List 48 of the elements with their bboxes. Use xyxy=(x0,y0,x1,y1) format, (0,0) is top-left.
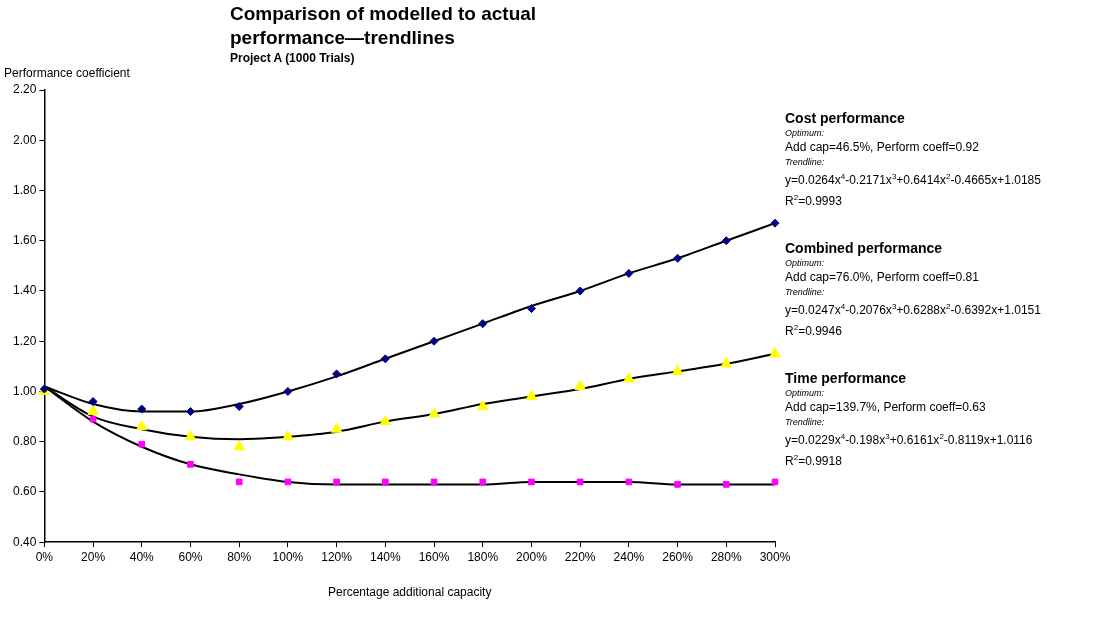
x-tick-label: 140% xyxy=(369,549,401,564)
x-tick-label: 120% xyxy=(321,549,353,564)
x-tick-label: 240% xyxy=(613,549,645,564)
x-axis-title: Percentage additional capacity xyxy=(327,585,492,600)
x-tick-label: 180% xyxy=(467,549,499,564)
text: y=0.0264x$^{4}$-0.2171x$^{3}$+0.6414x$^{2}$-0.4665x+1.0185 xyxy=(785,171,1041,189)
text: y=0.0229x$^{4}$-0.198x$^{3}$+0.6161x$^{2}$-0.8119x+1.0116 xyxy=(785,431,1034,449)
y-tick-label: 1.20 xyxy=(13,333,37,348)
x-tick-label: 20% xyxy=(81,549,106,564)
x-tick-label: 280% xyxy=(710,549,742,564)
text: Time performance xyxy=(785,370,908,387)
text: Optimum: xyxy=(785,387,825,399)
y-tick-label: 1.40 xyxy=(13,283,37,298)
text: y=0.0247x$^{4}$-0.2076x$^{3}$+0.6288x$^{2}$-0.6392x+1.0151 xyxy=(785,301,1041,319)
x-tick-label: 300% xyxy=(759,549,791,564)
text: R$^{2}$=0.9918 xyxy=(785,452,843,470)
text: Add cap=46.5%, Perform coeff=0.92 xyxy=(785,139,980,156)
y-tick-label: 1.80 xyxy=(13,182,37,197)
x-tick-label: 260% xyxy=(662,549,694,564)
y-tick-label: 1.60 xyxy=(13,233,37,248)
x-tick-label: 0% xyxy=(35,549,54,564)
x-tick-label: 40% xyxy=(129,549,155,564)
chart-title: Comparison of modelled to actual performance—trendlines xyxy=(230,2,538,50)
y-tick-label: 2.20 xyxy=(13,82,37,97)
y-tick-label: 0.80 xyxy=(13,434,37,449)
text: Add cap=139.7%, Perform coeff=0.63 xyxy=(785,399,987,416)
y-tick-label: 0.40 xyxy=(13,534,37,549)
x-tick-label: 200% xyxy=(516,549,548,564)
text: Optimum: xyxy=(785,257,825,269)
text: R$^{2}$=0.9946 xyxy=(785,322,843,340)
y-tick-label: 2.00 xyxy=(13,132,37,147)
x-tick-label: 220% xyxy=(564,549,596,564)
x-tick-label: 100% xyxy=(272,549,304,564)
text: Combined performance xyxy=(785,240,944,257)
y-axis-title: Performance coefficient xyxy=(4,66,130,80)
text: Trendline: xyxy=(785,286,826,298)
x-tick-label: 60% xyxy=(178,549,203,564)
text: Add cap=76.0%, Perform coeff=0.81 xyxy=(785,269,980,286)
text: Cost performance xyxy=(785,110,906,127)
text: R$^{2}$=0.9993 xyxy=(785,192,843,210)
text: Optimum: xyxy=(785,127,825,139)
y-tick-label: 1.00 xyxy=(13,383,37,398)
x-tick-label: 80% xyxy=(227,549,252,564)
x-tick-label: 160% xyxy=(418,549,450,564)
chart-subtitle: Project A (1000 Trials) xyxy=(230,51,355,65)
y-tick-label: 0.60 xyxy=(13,484,37,499)
text: Trendline: xyxy=(785,416,826,428)
text: Trendline: xyxy=(785,156,826,168)
